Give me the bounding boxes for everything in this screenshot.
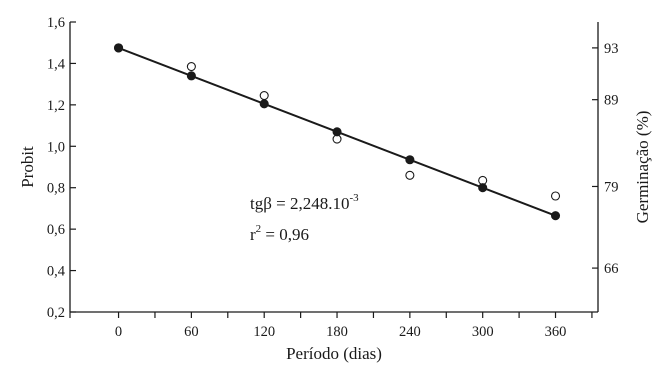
open-data-point xyxy=(405,170,415,180)
open-data-point xyxy=(550,191,561,201)
x-tick-label: 360 xyxy=(545,324,567,340)
y-tick-label: 0,2 xyxy=(47,305,65,321)
y-tick-label: 1,4 xyxy=(47,56,66,72)
x-tick-label: 0 xyxy=(115,324,122,340)
y2-tick-label: 89 xyxy=(604,93,619,109)
slope-exponent: -3 xyxy=(349,192,359,204)
filled-data-point xyxy=(186,71,196,81)
slope-text: tgβ = 2,248.10 xyxy=(250,194,349,213)
y-axis-title: Probit xyxy=(18,146,37,188)
open-data-point xyxy=(259,90,269,101)
filled-data-point xyxy=(478,183,488,193)
r2-annotation: r2 = 0,96 xyxy=(250,223,309,244)
axes xyxy=(69,22,599,313)
r2-value: = 0,96 xyxy=(261,225,309,244)
open-data-point xyxy=(186,61,196,72)
x-axis-title: Período (dias) xyxy=(286,344,382,363)
y-tick-label: 0,4 xyxy=(47,264,66,280)
y-ticks-right: 93 89 79 66 xyxy=(592,41,619,277)
y-tick-label: 1,2 xyxy=(47,98,65,114)
filled-data-point xyxy=(259,99,269,109)
filled-data-point xyxy=(405,155,415,165)
x-tick-label: 180 xyxy=(326,324,348,340)
x-tick-label: 120 xyxy=(253,324,275,340)
y-tick-label: 0,8 xyxy=(47,181,65,197)
y2-tick-label: 93 xyxy=(604,41,619,57)
y-tick-label: 1,6 xyxy=(47,15,65,31)
x-ticks: 0 60 120 180 240 300 360 xyxy=(69,312,593,340)
x-tick-label: 60 xyxy=(184,324,199,340)
y-tick-label: 1,0 xyxy=(47,139,65,155)
filled-data-point xyxy=(332,127,342,137)
filled-data-point xyxy=(114,43,124,53)
y-tick-label: 0,6 xyxy=(47,222,65,238)
filled-data-point xyxy=(550,211,561,221)
x-tick-label: 300 xyxy=(472,324,494,340)
y-ticks-left: 0,2 0,4 0,6 0,8 1,0 1,2 1,4 1,6 xyxy=(47,15,76,321)
data-points xyxy=(114,43,561,221)
y2-tick-label: 66 xyxy=(604,261,619,277)
slope-annotation: tgβ = 2,248.10-3 xyxy=(250,192,359,213)
x-tick-label: 240 xyxy=(399,324,421,340)
r2-exponent: 2 xyxy=(256,223,262,235)
y2-axis-title: Germinação (%) xyxy=(633,111,652,224)
r2-symbol: r xyxy=(250,225,256,244)
y2-tick-label: 79 xyxy=(604,179,619,195)
